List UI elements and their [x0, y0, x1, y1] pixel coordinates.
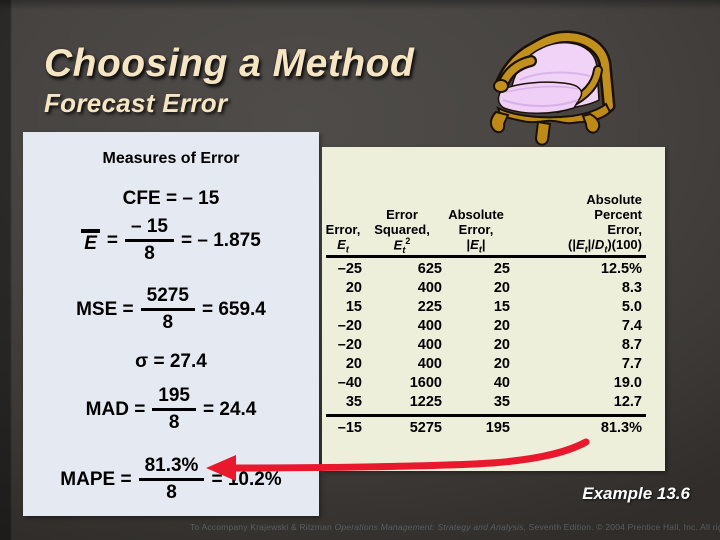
average-error-formula: E = – 15 8 = – 1.875 [23, 216, 319, 265]
table-cell: 400 [417, 337, 442, 353]
table-cell: 20 [345, 356, 362, 372]
table-cell: 35 [493, 394, 510, 410]
table-cell: –20 [337, 337, 362, 353]
table-cell: 20 [345, 280, 362, 296]
table-cell: 1225 [409, 394, 442, 410]
fraction-numerator: 5275 [140, 285, 195, 311]
measures-of-error-panel: Measures of Error CFE = – 15 E = – 15 8 … [23, 132, 319, 516]
total-cell: 81.3% [600, 420, 642, 436]
fraction-denominator: 8 [166, 482, 177, 503]
formula-label: MSE = [76, 298, 134, 320]
table-cell: 8.7 [621, 337, 642, 353]
table-cell: 20 [493, 356, 510, 372]
table-cell: 35 [345, 394, 362, 410]
fraction-denominator: 8 [162, 312, 174, 333]
armchair-clipart-icon [490, 30, 616, 146]
mse-formula: MSE = 5275 8 = 659.4 [23, 285, 319, 334]
fraction-numerator: – 15 [125, 216, 174, 242]
table-cell: 400 [417, 318, 442, 334]
title-block: Choosing a Method Forecast Error [44, 42, 415, 119]
error-table-panel: Error, Et Error Squared, Et2 Absolute Er… [322, 147, 665, 471]
table-cell: 1600 [409, 375, 442, 391]
formula-label: MAD = [85, 398, 146, 420]
total-rule [326, 414, 646, 417]
table-cell: 40 [493, 375, 510, 391]
red-arrow-annotation [206, 438, 590, 481]
fraction: – 15 8 [125, 216, 174, 265]
slide-subtitle: Forecast Error [44, 87, 228, 118]
fraction: 81.3% 8 [138, 455, 205, 504]
table-cell: –25 [337, 261, 362, 277]
table-cell: 8.3 [621, 280, 642, 296]
table-cell: 20 [493, 280, 510, 296]
table-body: –25 625 25 12.5% 20 400 20 8.3 15 225 15… [324, 260, 644, 412]
table-cell: 7.4 [621, 318, 642, 334]
table-cell: 15 [493, 299, 510, 315]
fraction-denominator: 8 [144, 243, 155, 264]
formula-result: = 24.4 [203, 398, 257, 420]
footer-copyright: To Accompany Krajewski & Ritzman Operati… [190, 522, 720, 532]
e-bar-symbol: E [81, 228, 100, 253]
table-cell: 225 [417, 299, 442, 315]
table-total-row: –15 5275 195 81.3% [324, 419, 644, 438]
table-cell: 15 [345, 299, 362, 315]
table-cell: 625 [417, 261, 442, 277]
total-cell: –15 [337, 420, 362, 436]
table-cell: 20 [493, 337, 510, 353]
total-cell: 195 [485, 420, 510, 436]
table-cell: 20 [493, 318, 510, 334]
fraction-numerator: 81.3% [138, 455, 205, 481]
slide-title: Choosing a Method [44, 42, 415, 85]
mad-formula: MAD = 195 8 = 24.4 [23, 385, 319, 434]
fraction-denominator: 8 [168, 412, 180, 433]
header-error-squared: Error Squared, Et2 [374, 207, 430, 255]
fraction-numerator: 195 [152, 385, 196, 411]
footer-book-title: Operations Management: Strategy and Anal… [334, 522, 527, 532]
header-absolute-error: Absolute Error, |Et| [448, 207, 504, 255]
header-error: Error, Et [325, 222, 361, 255]
table-cell: 12.7 [613, 394, 642, 410]
table-cell: 19.0 [613, 375, 642, 391]
formula-label: MAPE = [60, 468, 132, 490]
error-table: Error, Et Error Squared, Et2 Absolute Er… [324, 147, 646, 438]
table-header-row: Error, Et Error Squared, Et2 Absolute Er… [324, 147, 644, 255]
table-cell: 12.5% [600, 261, 642, 277]
table-cell: –20 [337, 318, 362, 334]
sigma-formula: σ = 27.4 [135, 351, 207, 372]
table-cell: 7.7 [621, 356, 642, 372]
measures-heading: Measures of Error [102, 150, 240, 167]
fraction: 5275 8 [140, 285, 195, 334]
table-cell: –40 [337, 375, 362, 391]
example-label: Example 13.6 [582, 484, 690, 503]
cfe-formula: CFE = – 15 [122, 188, 220, 209]
footer-post: Seventh Edition. © 2004 Prentice Hall, I… [528, 522, 720, 532]
total-cell: 5275 [409, 420, 442, 436]
formula-result: = – 1.875 [181, 229, 261, 251]
footer-pre: To Accompany Krajewski & Ritzman [190, 522, 335, 532]
header-absolute-percent-error: Absolute Percent Error, (|Et|/Dt)(100) [568, 192, 642, 255]
header-rule [326, 255, 646, 258]
formula-result: = 659.4 [201, 298, 266, 320]
table-cell: 400 [417, 356, 442, 372]
table-cell: 5.0 [621, 299, 642, 315]
equals-sign: = [106, 229, 119, 251]
table-cell: 25 [493, 261, 510, 277]
table-cell: 400 [417, 280, 442, 296]
fraction: 195 8 [152, 385, 196, 434]
